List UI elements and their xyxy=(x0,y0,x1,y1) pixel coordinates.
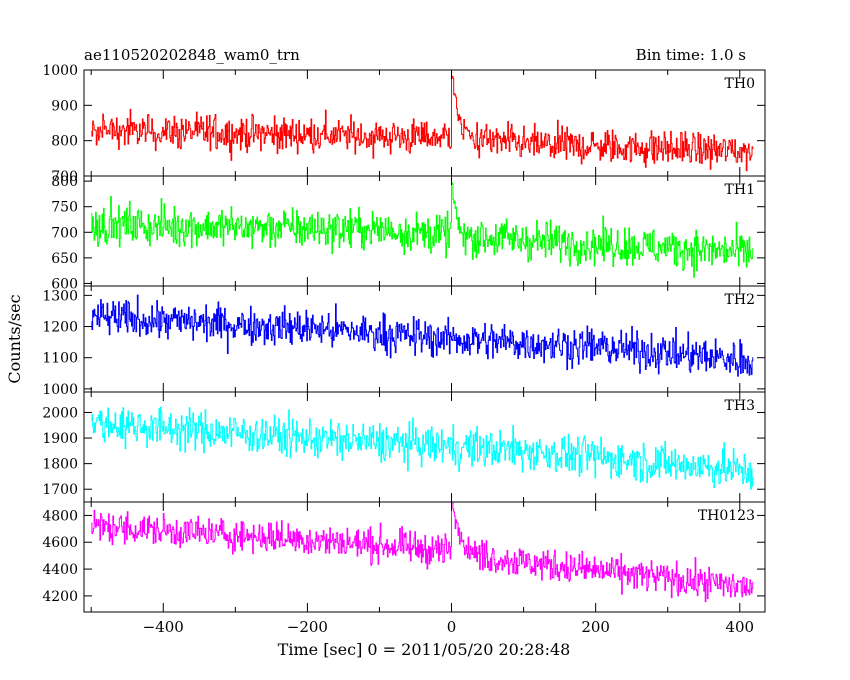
y-tick-label: 4800 xyxy=(42,508,78,524)
panel-label-th0: TH0 xyxy=(725,76,755,92)
y-tick-label: 1700 xyxy=(42,482,78,498)
y-tick-label: 900 xyxy=(51,98,78,114)
y-tick-label: 800 xyxy=(51,174,78,190)
series-layer xyxy=(91,75,754,603)
y-tick-label: 1900 xyxy=(42,431,78,447)
x-tick-label: −200 xyxy=(287,618,328,636)
y-tick-label: 2000 xyxy=(42,405,78,421)
panel-frame-th0123 xyxy=(83,501,766,613)
y-tick-label: 650 xyxy=(51,251,78,267)
y-tick-label: 700 xyxy=(51,225,78,241)
y-tick-label: 1000 xyxy=(42,63,78,79)
series-line-th1 xyxy=(91,182,754,278)
x-axis-label: Time [sec] 0 = 2011/05/20 20:28:48 xyxy=(278,640,571,659)
chart-title: ae110520202848_wam0_trn xyxy=(84,46,300,64)
y-tick-label: 4200 xyxy=(42,589,78,605)
y-tick-label: 1200 xyxy=(42,320,78,336)
y-tick-label: 750 xyxy=(51,200,78,216)
frame-layer xyxy=(83,69,766,613)
y-tick-label: 600 xyxy=(51,276,78,292)
panel-label-th0123: TH0123 xyxy=(698,508,755,524)
panel-label-th2: TH2 xyxy=(725,292,755,308)
y-tick-label: 1000 xyxy=(42,382,78,398)
x-tick-label: 0 xyxy=(447,618,457,636)
y-axis-label: Counts/sec xyxy=(5,294,24,383)
series-line-th3 xyxy=(91,406,754,490)
tick-layer: TH07008009001000TH1600650700750800TH2100… xyxy=(42,63,765,636)
y-tick-label: 4600 xyxy=(42,535,78,551)
panel-label-th1: TH1 xyxy=(725,182,755,198)
bin-time-label: Bin time: 1.0 s xyxy=(636,46,746,64)
y-tick-label: 1100 xyxy=(42,351,78,367)
x-tick-label: 200 xyxy=(581,618,610,636)
series-line-th2 xyxy=(91,294,754,377)
x-tick-label: −400 xyxy=(143,618,184,636)
series-line-th0 xyxy=(91,75,754,172)
y-tick-label: 800 xyxy=(51,134,78,150)
y-tick-label: 1300 xyxy=(42,288,78,304)
y-tick-label: 4400 xyxy=(42,562,78,578)
panel-label-th3: TH3 xyxy=(725,398,755,414)
series-line-th0123 xyxy=(91,502,754,603)
y-tick-label: 700 xyxy=(51,169,78,185)
y-tick-label: 1800 xyxy=(42,457,78,473)
x-tick-label: 400 xyxy=(725,618,754,636)
